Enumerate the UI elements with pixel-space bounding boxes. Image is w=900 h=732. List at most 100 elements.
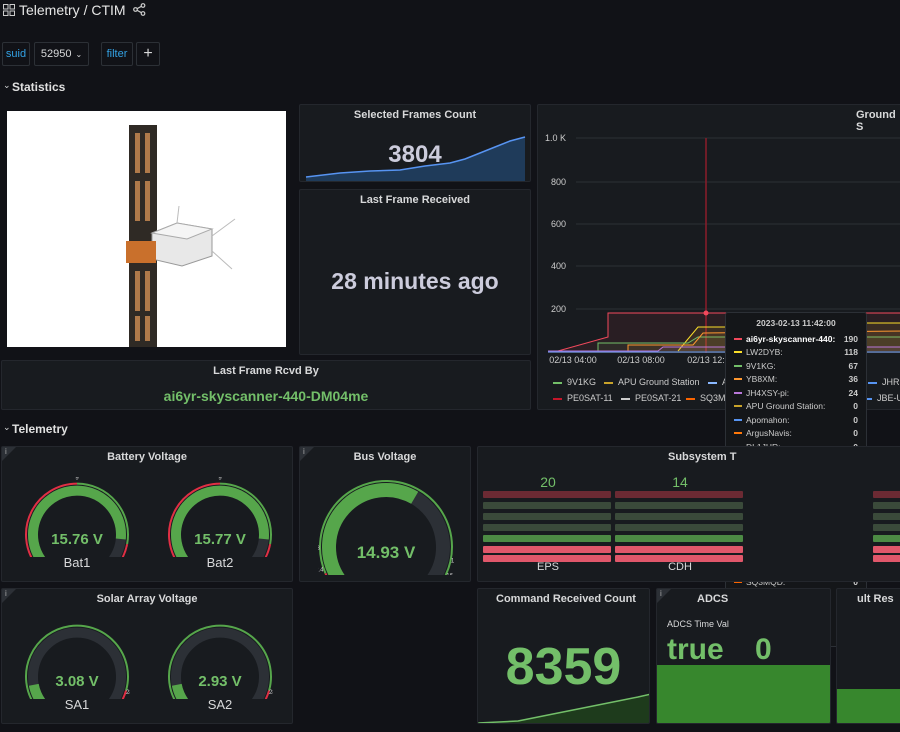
tooltip-series-value: 67 xyxy=(848,360,858,371)
tooltip-series-value: 24 xyxy=(848,387,858,398)
subsystem-bar xyxy=(873,546,900,553)
adcs-true-value: true xyxy=(667,633,724,666)
gauge-tick-label: 12.8 xyxy=(318,546,321,552)
row-title-telemetry[interactable]: Telemetry xyxy=(12,422,68,436)
panel-selected-frames-count: Selected Frames Count 3804 xyxy=(299,104,531,182)
tooltip-series-value: 0 xyxy=(853,428,858,439)
gauge-track xyxy=(28,627,126,699)
chevron-down-icon[interactable]: ⌄ xyxy=(3,80,11,90)
subsystem-bar xyxy=(615,535,743,542)
legend-item[interactable]: SQ3M xyxy=(686,393,726,403)
subsystem-bar xyxy=(873,491,900,498)
suid-variable-label: suid xyxy=(2,42,30,66)
subsystem-bar xyxy=(483,555,611,562)
satellite-image xyxy=(7,111,286,347)
series-swatch xyxy=(553,381,562,384)
gauge-name-sa1: SA1 xyxy=(64,697,90,712)
panel-title: Selected Frames Count xyxy=(353,109,477,121)
adcs-subtitle: ADCS Time Val xyxy=(667,619,729,629)
panel-bus-voltage: i Bus Voltage 1212.412.816.316.817 14.93… xyxy=(299,446,471,582)
tooltip-series-name: JH4XSY-pi: xyxy=(746,387,790,398)
gauge-sa2: 0.3128.932 xyxy=(168,624,273,699)
series-swatch xyxy=(734,432,742,435)
row-title-statistics[interactable]: Statistics xyxy=(12,80,66,94)
series-swatch xyxy=(686,397,695,400)
subsystem-bar xyxy=(873,513,900,520)
gauge-fill xyxy=(171,683,189,699)
subsystem-bar xyxy=(615,513,743,520)
gauge-threshold-red xyxy=(168,482,221,557)
gauge-tick-label: 16.3 xyxy=(451,558,454,564)
panel-title: Last Frame Rcvd By xyxy=(213,365,319,377)
panel-title: Bus Voltage xyxy=(353,451,417,463)
rcvd-by-value: ai6yr-skyscanner-440-DM04me xyxy=(163,388,369,404)
subsystem-bar xyxy=(873,502,900,509)
tooltip-series-value: 0 xyxy=(853,414,858,425)
panel-solar-array-voltage: i Solar Array Voltage 0.3128.932 3.08 V … xyxy=(1,588,293,724)
gauge-threshold-red xyxy=(264,690,271,699)
legend-item[interactable]: PE0SAT-11 xyxy=(553,393,613,403)
filter-variable-label[interactable]: filter xyxy=(101,42,133,66)
panel-last-frame-rcvd-by: Last Frame Rcvd By ai6yr-skyscanner-440-… xyxy=(1,360,531,410)
panel-title: ADCS xyxy=(697,593,729,605)
panel-title: Subsystem T xyxy=(668,451,737,463)
add-filter-button[interactable]: + xyxy=(136,42,160,66)
panel-title: Command Received Count xyxy=(496,593,636,605)
dashboard-title[interactable]: Telemetry / CTIM xyxy=(19,2,126,18)
x-tick-label: 02/13 08:00 xyxy=(617,355,665,365)
gauge-track xyxy=(171,627,269,699)
subsystem-bar xyxy=(873,555,900,562)
top-bar: Telemetry / CTIM xyxy=(0,0,900,22)
gauge-threshold-green xyxy=(219,482,272,545)
series-swatch xyxy=(734,378,742,381)
gauge-fill xyxy=(28,683,46,699)
tooltip-series-name: APU Ground Station: xyxy=(746,401,826,412)
subsystem-bar xyxy=(483,524,611,531)
legend-item[interactable]: JBE-UHF xyxy=(863,393,900,403)
y-tick-label: 1.0 K xyxy=(545,133,566,143)
tooltip-series-name: YB8XM: xyxy=(746,374,778,385)
panel-last-frame-received: Last Frame Received 28 minutes ago xyxy=(299,189,531,355)
legend-label: APU Ground Station xyxy=(618,377,700,387)
tooltip-row: APU Ground Station: 0 xyxy=(734,400,858,414)
subsystem-bar xyxy=(615,524,743,531)
share-icon[interactable] xyxy=(133,3,146,16)
tooltip-row: YB8XM: 36 xyxy=(734,373,858,387)
tooltip-row: JH4XSY-pi: 24 xyxy=(734,386,858,400)
gauge-bat2: 0917.8 xyxy=(168,477,272,557)
gauge-value-bus: 14.93 V xyxy=(356,543,416,562)
tooltip-series-name: LW2DYB: xyxy=(746,347,783,358)
fault-fill xyxy=(837,689,900,723)
adcs-zero-value: 0 xyxy=(755,633,772,666)
series-swatch xyxy=(734,391,742,394)
subsystem-bar xyxy=(483,546,611,553)
series-swatch xyxy=(604,381,613,384)
legend-item[interactable]: JHR xyxy=(868,377,900,387)
gauge-tick-label: 9 xyxy=(75,477,79,482)
tooltip-series-name: ai6yr-skyscanner-440: xyxy=(746,333,836,344)
legend-label: JHR xyxy=(882,377,900,387)
suid-variable-select[interactable]: 52950 ⌄ xyxy=(34,42,89,66)
info-icon[interactable]: i xyxy=(657,589,671,603)
legend-item[interactable]: APU Ground Station xyxy=(604,377,700,387)
hover-point xyxy=(703,310,709,316)
legend-item[interactable]: PE0SAT-21 xyxy=(621,393,681,403)
subsystem-bar xyxy=(873,535,900,542)
legend-item[interactable]: 9V1KG xyxy=(553,377,596,387)
chevron-down-icon[interactable]: ⌄ xyxy=(3,422,11,432)
gauge-name-sa2: SA2 xyxy=(207,697,233,712)
gauge-threshold-green xyxy=(76,482,129,545)
panel-battery-voltage: i Battery Voltage 0917.8 15.76 V Bat1 09… xyxy=(1,446,293,582)
gauge-tick-label: 9 xyxy=(218,477,222,482)
gauge-tick-label: 28.9 xyxy=(126,690,130,696)
subsystem-value-eps: 20 xyxy=(540,474,556,490)
panel-title: ult Res xyxy=(857,593,894,605)
dashboards-icon[interactable] xyxy=(3,4,15,16)
series-swatch xyxy=(734,418,742,421)
x-tick-label: 02/13 04:00 xyxy=(549,355,597,365)
tooltip-series-name: 9V1KG: xyxy=(746,360,776,371)
panel-command-received-count: Command Received Count 8359 xyxy=(477,588,650,724)
legend-label: SQ3M xyxy=(700,393,726,403)
series-swatch xyxy=(708,381,717,384)
panel-title: Last Frame Received xyxy=(359,194,471,206)
